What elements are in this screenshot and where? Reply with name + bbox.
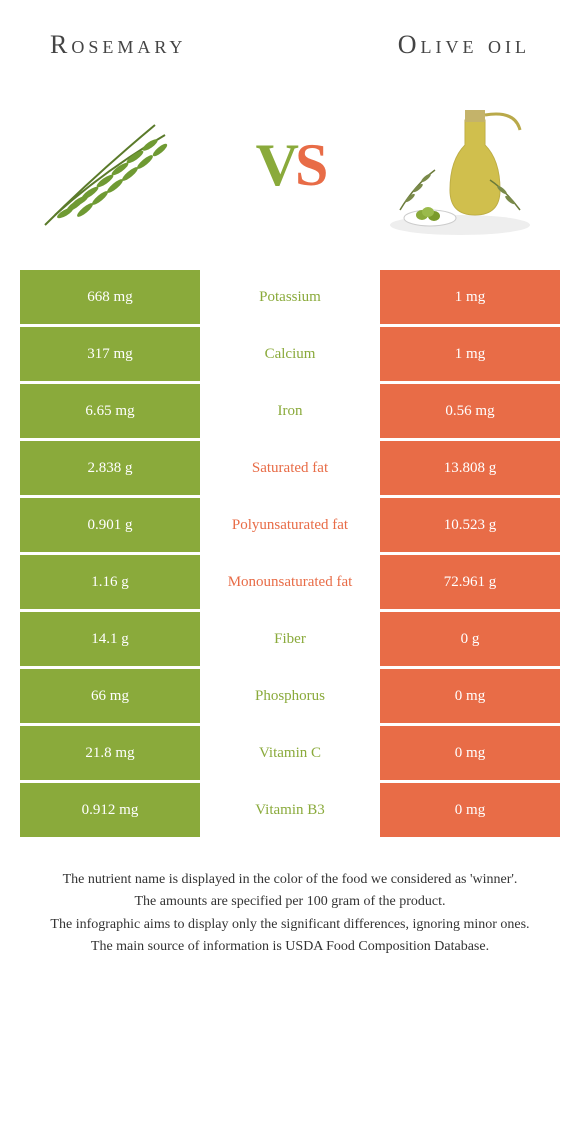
table-row: 668 mgPotassium1 mg (20, 270, 560, 324)
comparison-table: 668 mgPotassium1 mg317 mgCalcium1 mg6.65… (0, 270, 580, 837)
value-left: 1.16 g (20, 555, 200, 609)
value-right: 13.808 g (380, 441, 560, 495)
nutrient-label: Fiber (200, 612, 380, 666)
table-row: 66 mgPhosphorus0 mg (20, 669, 560, 723)
hero-row: VS (0, 70, 580, 270)
value-left: 6.65 mg (20, 384, 200, 438)
value-right: 0 g (380, 612, 560, 666)
footer-line: The amounts are specified per 100 gram o… (30, 892, 550, 912)
vs-label: VS (256, 131, 325, 200)
footer-line: The infographic aims to display only the… (30, 915, 550, 935)
nutrient-label: Phosphorus (200, 669, 380, 723)
value-right: 72.961 g (380, 555, 560, 609)
value-left: 2.838 g (20, 441, 200, 495)
value-left: 0.912 mg (20, 783, 200, 837)
nutrient-label: Polyunsaturated fat (200, 498, 380, 552)
footer-line: The main source of information is USDA F… (30, 937, 550, 957)
value-right: 0 mg (380, 669, 560, 723)
title-left: Rosemary (50, 30, 186, 60)
nutrient-label: Potassium (200, 270, 380, 324)
title-right: Olive oil (398, 30, 530, 60)
rosemary-image (30, 90, 210, 240)
value-left: 668 mg (20, 270, 200, 324)
table-row: 21.8 mgVitamin C0 mg (20, 726, 560, 780)
value-left: 21.8 mg (20, 726, 200, 780)
table-row: 317 mgCalcium1 mg (20, 327, 560, 381)
value-right: 0.56 mg (380, 384, 560, 438)
value-right: 1 mg (380, 270, 560, 324)
nutrient-label: Iron (200, 384, 380, 438)
value-left: 66 mg (20, 669, 200, 723)
value-right: 1 mg (380, 327, 560, 381)
value-right: 0 mg (380, 783, 560, 837)
olive-oil-image (370, 90, 550, 240)
nutrient-label: Calcium (200, 327, 380, 381)
table-row: 0.901 gPolyunsaturated fat10.523 g (20, 498, 560, 552)
table-row: 1.16 gMonounsaturated fat72.961 g (20, 555, 560, 609)
footer-line: The nutrient name is displayed in the co… (30, 870, 550, 890)
nutrient-label: Monounsaturated fat (200, 555, 380, 609)
table-row: 0.912 mgVitamin B30 mg (20, 783, 560, 837)
footer-notes: The nutrient name is displayed in the co… (0, 840, 580, 957)
table-row: 14.1 gFiber0 g (20, 612, 560, 666)
table-row: 6.65 mgIron0.56 mg (20, 384, 560, 438)
nutrient-label: Saturated fat (200, 441, 380, 495)
vs-s: S (295, 132, 324, 198)
nutrient-label: Vitamin C (200, 726, 380, 780)
value-left: 317 mg (20, 327, 200, 381)
value-left: 14.1 g (20, 612, 200, 666)
nutrient-label: Vitamin B3 (200, 783, 380, 837)
value-right: 0 mg (380, 726, 560, 780)
vs-v: V (256, 132, 295, 198)
table-row: 2.838 gSaturated fat13.808 g (20, 441, 560, 495)
value-right: 10.523 g (380, 498, 560, 552)
value-left: 0.901 g (20, 498, 200, 552)
